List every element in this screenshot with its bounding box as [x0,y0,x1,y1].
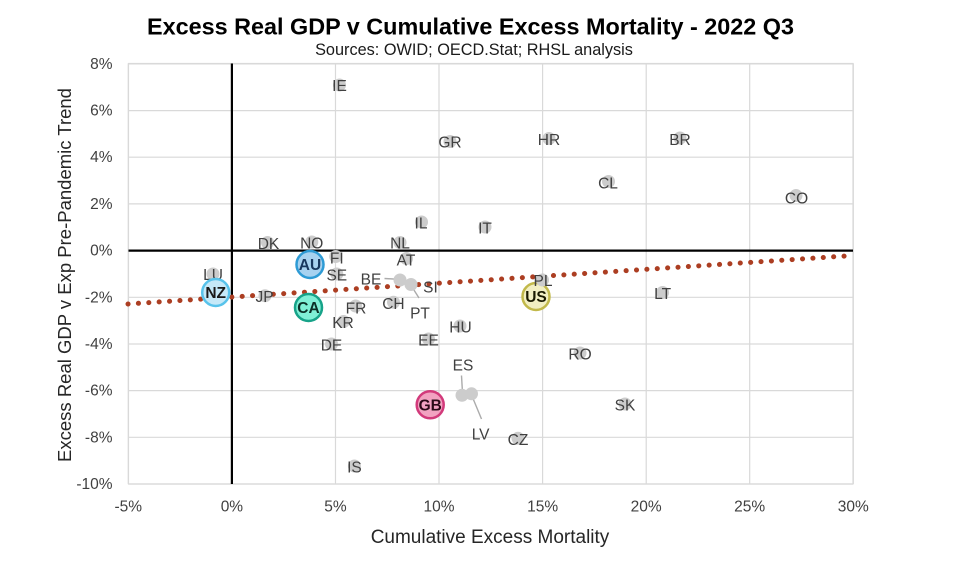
svg-text:10%: 10% [423,499,454,516]
svg-text:20%: 20% [631,499,662,516]
svg-text:CA: CA [297,300,319,317]
svg-text:2%: 2% [90,196,113,213]
svg-text:DE: DE [321,337,343,354]
svg-text:CO: CO [785,190,808,207]
svg-text:FR: FR [346,300,367,317]
svg-text:8%: 8% [90,56,113,73]
svg-text:ES: ES [453,357,474,374]
svg-text:-6%: -6% [85,383,113,400]
svg-text:US: US [525,289,547,306]
svg-text:NO: NO [300,235,323,252]
svg-text:AU: AU [299,257,321,274]
svg-text:NL: NL [390,235,410,252]
svg-text:LT: LT [654,286,671,303]
svg-text:0%: 0% [221,499,244,516]
svg-text:Excess Real GDP v Cumulative E: Excess Real GDP v Cumulative Excess Mort… [147,14,794,40]
svg-text:30%: 30% [838,499,869,516]
svg-text:FI: FI [330,250,344,267]
svg-text:HR: HR [538,132,560,149]
svg-text:Excess Real GDP v Exp Pre-Pand: Excess Real GDP v Exp Pre-Pandemic Trend [54,88,75,462]
svg-text:LV: LV [472,426,490,443]
svg-text:-4%: -4% [85,336,113,353]
svg-text:GR: GR [438,134,461,151]
svg-text:Sources: OWID; OECD.Stat; RHSL: Sources: OWID; OECD.Stat; RHSL analysis [315,41,633,59]
svg-text:15%: 15% [527,499,558,516]
svg-text:5%: 5% [324,499,347,516]
svg-text:IE: IE [332,78,347,95]
svg-text:SE: SE [326,267,347,284]
svg-text:PT: PT [410,305,430,322]
svg-text:BR: BR [669,132,691,149]
svg-text:-10%: -10% [76,476,112,493]
svg-text:CL: CL [598,175,618,192]
svg-text:6%: 6% [90,103,113,120]
svg-text:CH: CH [382,296,404,313]
svg-text:PL: PL [534,273,553,290]
svg-text:-5%: -5% [115,499,143,516]
svg-text:-2%: -2% [85,289,113,306]
svg-text:EE: EE [418,332,439,349]
svg-text:IS: IS [347,459,362,476]
svg-text:GB: GB [419,397,442,414]
svg-text:JP: JP [256,289,274,306]
svg-text:CZ: CZ [508,432,529,449]
svg-text:KR: KR [332,315,354,332]
svg-text:AT: AT [397,252,416,269]
svg-text:SI: SI [423,279,438,296]
svg-text:HU: HU [449,319,471,336]
svg-text:0%: 0% [90,243,113,260]
svg-text:RO: RO [568,346,591,363]
svg-text:BE: BE [361,271,382,288]
svg-text:Cumulative Excess Mortality: Cumulative Excess Mortality [371,527,610,548]
svg-text:IL: IL [415,215,428,232]
svg-text:-8%: -8% [85,429,113,446]
svg-text:4%: 4% [90,149,113,166]
svg-text:25%: 25% [734,499,765,516]
svg-text:DK: DK [258,236,280,253]
svg-text:NZ: NZ [205,285,226,302]
svg-text:IT: IT [478,220,492,237]
svg-text:SK: SK [615,397,636,414]
